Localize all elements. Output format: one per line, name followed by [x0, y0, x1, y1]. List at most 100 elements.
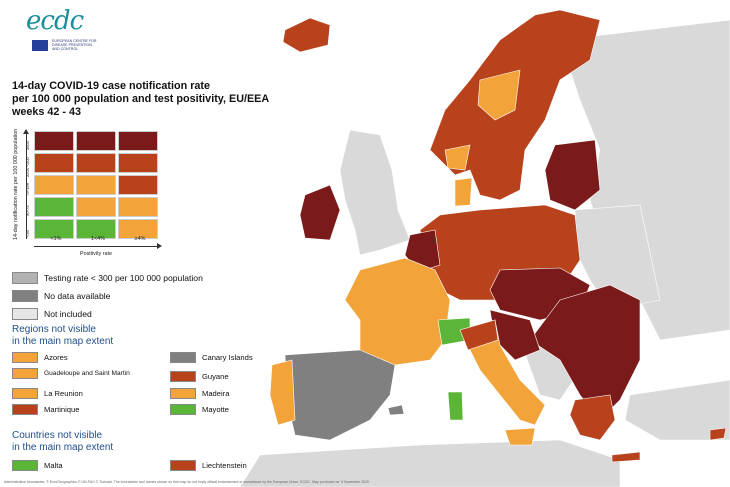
region-label: Canary Islands: [202, 352, 253, 362]
region-item: Azores: [12, 352, 68, 363]
matrix-cell: [34, 219, 74, 239]
row-label: ≥200 <500: [25, 157, 30, 177]
cyprus: [709, 427, 727, 441]
italy: [459, 319, 546, 426]
region-swatch: [12, 352, 38, 363]
region-label: Martinique: [44, 404, 80, 414]
eu-flag-icon: [32, 40, 48, 51]
matrix-y-label: 14-day notification rate per 100 000 pop…: [13, 128, 19, 240]
region-swatch: [170, 371, 196, 382]
regions-title-line-2: in the main map extent: [12, 336, 114, 347]
countries-title-line-1: Countries not visible: [12, 430, 103, 441]
col-label: ≥4%: [134, 236, 146, 242]
crete: [611, 451, 641, 463]
matrix-cell: [76, 219, 116, 239]
region-item: Guyane: [170, 371, 229, 382]
matrix-cell: [34, 153, 74, 173]
matrix-cell: [76, 131, 116, 151]
col-label: 1<4%: [91, 236, 105, 242]
row-label: ≥500: [25, 140, 30, 150]
balearics: [387, 404, 405, 416]
spain: [284, 349, 396, 441]
ecdc-subtitle: EUROPEAN CENTRE FOR DISEASE PREVENTION A…: [52, 39, 97, 51]
ecdc-logo: ecdc EUROPEAN CENTRE FOR DISEASE PREVENT…: [8, 4, 98, 64]
title-line-3: weeks 42 - 43: [12, 106, 82, 118]
matrix-cell: [76, 197, 116, 217]
country-label: Liechtenstein: [202, 460, 247, 470]
swatch-no-data: [12, 290, 38, 302]
map-title: 14-day COVID-19 case notification rate p…: [12, 80, 312, 119]
legend-label: No data available: [44, 291, 111, 301]
legend-no-data: No data available: [12, 290, 110, 302]
region-item: La Reunion: [12, 388, 83, 399]
matrix-x-label: Positivity rate: [80, 251, 113, 257]
ireland: [299, 184, 341, 241]
country-item: Liechtenstein: [170, 460, 247, 471]
title-line-1: 14-day COVID-19 case notification rate: [12, 80, 211, 92]
matrix-cell: [118, 131, 158, 151]
denmark: [454, 177, 473, 207]
region-item: Martinique: [12, 404, 79, 415]
matrix-cell: [118, 219, 158, 239]
matrix-cell: [118, 197, 158, 217]
matrix-cell: [34, 197, 74, 217]
country-swatch: [170, 460, 196, 471]
country-label: Malta: [44, 460, 63, 470]
region-swatch: [12, 388, 38, 399]
matrix-cell: [118, 175, 158, 195]
region-label: Mayotte: [202, 404, 230, 414]
x-axis-arrow: [34, 243, 162, 249]
baltics: [544, 139, 601, 211]
footer-credits: Administrative boundaries: © EuroGeograp…: [4, 480, 369, 484]
row-label: 50-74: [25, 205, 30, 217]
countries-title: Countries not visible in the main map ex…: [12, 430, 113, 454]
row-label: 75-199: [25, 182, 30, 196]
iceland: [282, 17, 331, 53]
country-swatch: [12, 460, 38, 471]
matrix-cell: [34, 175, 74, 195]
matrix-cell: [118, 153, 158, 173]
regions-title-line-1: Regions not visible: [12, 324, 96, 335]
france: [344, 257, 451, 366]
region-label: Guyane: [202, 371, 229, 381]
region-swatch: [12, 404, 38, 415]
legend-label: Not included: [44, 309, 92, 319]
norway-south-orange: [444, 144, 471, 171]
uk-land: [339, 129, 411, 256]
region-item: Guadeloupe and Saint Martin: [12, 368, 144, 379]
positivity-matrix: [34, 131, 158, 239]
region-label: Azores: [44, 352, 68, 362]
sardinia: [447, 391, 464, 421]
italy-north: [459, 319, 499, 351]
region-item: Madeira: [170, 388, 229, 399]
matrix-cell: [34, 131, 74, 151]
col-label: <1%: [50, 236, 62, 242]
region-label: La Reunion: [44, 388, 83, 398]
countries-title-line-2: in the main map extent: [12, 442, 114, 453]
region-item: Mayotte: [170, 404, 229, 415]
legend-label: Testing rate < 300 per 100 000 populatio…: [44, 273, 203, 283]
region-label: Guadeloupe and Saint Martin: [44, 369, 130, 377]
sweden-orange: [477, 69, 521, 121]
legend-testing-rate: Testing rate < 300 per 100 000 populatio…: [12, 272, 203, 284]
region-swatch: [170, 352, 196, 363]
region-swatch: [170, 404, 196, 415]
region-swatch: [170, 388, 196, 399]
region-swatch: [12, 368, 38, 379]
title-line-2: per 100 000 population and test positivi…: [12, 93, 270, 105]
greece: [569, 394, 616, 441]
swatch-testing-rate: [12, 272, 38, 284]
regions-title: Regions not visible in the main map exte…: [12, 324, 113, 348]
sicily: [504, 427, 536, 446]
legend-not-included: Not included: [12, 308, 92, 320]
matrix-cell: [76, 153, 116, 173]
region-label: Madeira: [202, 388, 230, 398]
matrix-cell: [76, 175, 116, 195]
swatch-not-included: [12, 308, 38, 320]
country-item: Malta: [12, 460, 63, 471]
row-label: <50: [25, 229, 30, 237]
turkey-land: [624, 379, 730, 441]
portugal: [269, 359, 296, 426]
region-item: Canary Islands: [170, 352, 253, 363]
